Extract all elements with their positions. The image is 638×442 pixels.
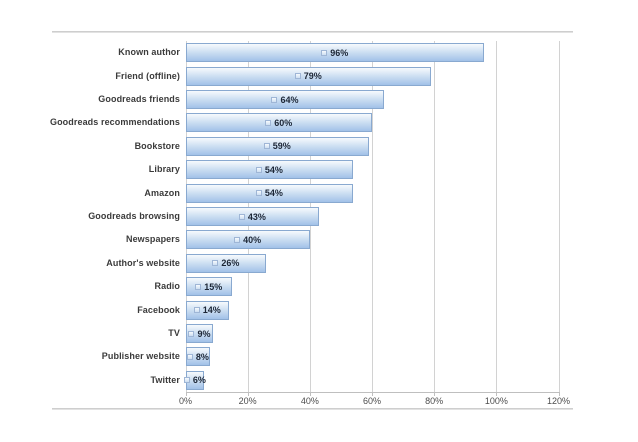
category-label: Author's website	[106, 257, 180, 268]
legend-key-icon	[193, 307, 200, 314]
value-label-text: 43%	[247, 211, 266, 222]
bar: 26%	[185, 253, 267, 273]
gridline	[558, 41, 560, 392]
value-label-text: 54%	[264, 188, 283, 199]
category-label: Library	[148, 164, 180, 175]
gridline	[372, 41, 373, 392]
x-tick-label: 20%	[238, 396, 257, 406]
legend-key-icon	[188, 330, 195, 337]
gridline	[496, 41, 498, 392]
bar: 8%	[185, 347, 211, 367]
category-label: Goodreads friends	[98, 94, 180, 104]
value-label: 9%	[187, 325, 213, 342]
value-label-text: 60%	[274, 117, 293, 128]
value-label-text: 6%	[192, 375, 206, 386]
category-label: Twitter	[150, 374, 180, 385]
category-label: TV	[168, 328, 180, 338]
value-label-text: 64%	[280, 94, 299, 105]
category-label: Bookstore	[134, 140, 180, 151]
category-label: Known author	[118, 47, 180, 58]
legend-key-icon	[255, 166, 262, 173]
category-label: Amazon	[144, 187, 180, 198]
value-label-text: 54%	[264, 164, 283, 175]
legend-key-icon	[234, 236, 241, 243]
category-label: Friend (offline)	[115, 70, 180, 81]
x-axis-tick	[185, 392, 187, 396]
x-axis-line	[185, 392, 560, 393]
value-label: 26%	[187, 255, 266, 272]
value-label-text: 15%	[204, 281, 223, 292]
x-axis-tick	[558, 392, 560, 396]
category-label: Newspapers	[125, 234, 180, 245]
category-label: Facebook	[137, 304, 180, 315]
x-tick-label: 60%	[362, 396, 382, 406]
x-tick-label: 40%	[300, 396, 319, 406]
x-axis-tick	[247, 392, 249, 396]
legend-key-icon	[212, 260, 219, 267]
value-label: 40%	[187, 231, 309, 248]
bar: 96%	[185, 43, 484, 63]
legend-key-icon	[294, 73, 301, 80]
x-tick-label: 120%	[546, 396, 571, 406]
legend-key-icon	[271, 96, 278, 103]
x-axis-tick	[309, 392, 311, 396]
category-label: Goodreads recommendations	[49, 117, 180, 128]
bar: 6%	[183, 370, 206, 390]
value-label: 14%	[187, 302, 229, 319]
chart-top-border	[52, 31, 573, 33]
bar: 14%	[185, 300, 230, 320]
value-label-text: 79%	[303, 71, 322, 82]
value-label: 54%	[187, 161, 353, 178]
category-label: Goodreads browsing	[88, 211, 180, 221]
value-label: 43%	[187, 208, 319, 225]
legend-key-icon	[186, 353, 193, 360]
bar: 43%	[185, 207, 320, 226]
value-label: 60%	[187, 114, 372, 131]
legend-key-icon	[255, 190, 262, 197]
value-label: 59%	[187, 138, 368, 155]
value-label-text: 8%	[195, 351, 209, 362]
bar: 40%	[185, 230, 310, 250]
value-label-text: 59%	[272, 141, 291, 152]
x-axis-tick	[496, 392, 498, 396]
legend-key-icon	[263, 143, 270, 150]
value-label: 79%	[187, 68, 431, 85]
bar: 79%	[185, 66, 432, 86]
bar: 9%	[185, 324, 214, 343]
bar: 64%	[185, 90, 385, 109]
value-label-text: 26%	[221, 258, 240, 269]
chart-bottom-border	[52, 408, 573, 410]
value-label: 15%	[187, 278, 232, 295]
value-label: 54%	[187, 185, 353, 202]
bar: 15%	[185, 277, 233, 297]
value-label: 8%	[186, 348, 210, 365]
legend-key-icon	[183, 377, 190, 384]
category-label: Publisher website	[101, 351, 180, 362]
bar: 60%	[185, 113, 372, 133]
x-axis-tick	[434, 392, 436, 396]
legend-key-icon	[321, 49, 328, 56]
x-tick-label: 80%	[425, 396, 444, 406]
bar: 54%	[185, 160, 354, 180]
gridline	[434, 41, 436, 392]
category-label: Radio	[154, 281, 180, 292]
value-label-text: 9%	[197, 328, 211, 339]
value-label-text: 40%	[243, 234, 262, 245]
value-label: 64%	[187, 91, 384, 108]
x-tick-label: 0%	[178, 396, 193, 406]
value-label-text: 96%	[330, 47, 349, 58]
legend-key-icon	[195, 283, 202, 290]
bar: 59%	[185, 136, 369, 156]
x-axis-tick	[372, 392, 373, 396]
value-label-text: 14%	[202, 305, 221, 316]
legend-key-icon	[265, 119, 272, 126]
bar: 54%	[185, 183, 354, 203]
legend-key-icon	[238, 213, 245, 220]
x-tick-label: 100%	[484, 396, 508, 406]
value-label: 96%	[187, 44, 483, 61]
value-label: 6%	[183, 372, 206, 389]
